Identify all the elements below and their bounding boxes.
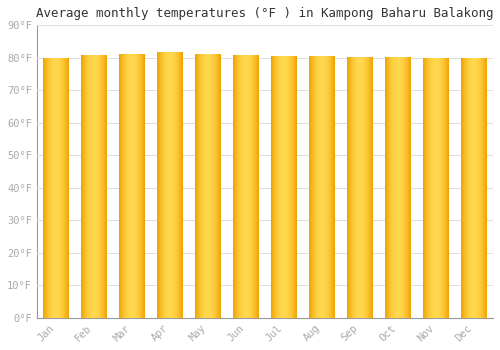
Bar <box>157 52 183 318</box>
Bar <box>119 54 145 318</box>
Bar <box>385 57 411 318</box>
Bar <box>271 56 297 318</box>
Bar <box>461 59 487 318</box>
Bar <box>309 56 335 318</box>
Bar <box>195 54 221 318</box>
Bar <box>347 57 373 318</box>
Bar <box>423 58 449 318</box>
Title: Average monthly temperatures (°F ) in Kampong Baharu Balakong: Average monthly temperatures (°F ) in Ka… <box>36 7 494 20</box>
Bar <box>81 55 107 318</box>
Bar <box>43 59 68 318</box>
Bar <box>233 55 259 318</box>
